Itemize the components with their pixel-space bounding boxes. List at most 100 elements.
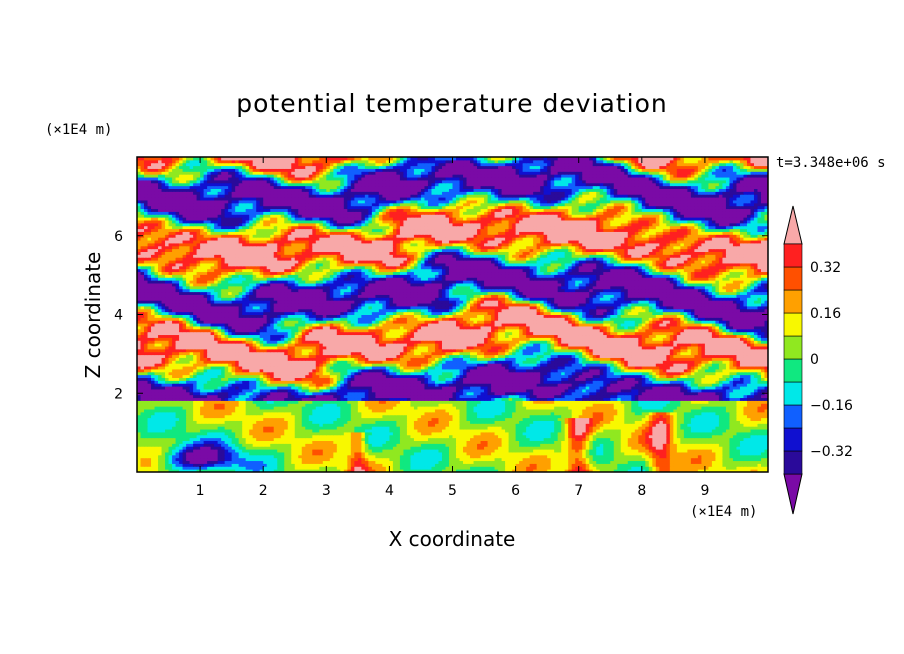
- contour-cell: [211, 403, 215, 406]
- contour-cell: [565, 412, 569, 415]
- contour-cell: [414, 458, 418, 461]
- contour-cell: [481, 398, 485, 401]
- contour-cell: [445, 418, 449, 421]
- contour-cell: [666, 409, 670, 412]
- contour-cell: [410, 415, 414, 418]
- contour-cell: [228, 418, 232, 421]
- contour-cell: [263, 398, 267, 401]
- contour-cell: [309, 452, 313, 455]
- contour-cell: [347, 418, 351, 421]
- contour-cell: [158, 446, 162, 449]
- contour-cell: [368, 446, 372, 449]
- contour-cell: [407, 466, 411, 469]
- contour-cell: [523, 406, 527, 409]
- contour-cell: [333, 426, 337, 429]
- contour-cell: [211, 423, 215, 426]
- contour-cell: [526, 446, 530, 449]
- contour-cell: [565, 463, 569, 466]
- contour-cell: [242, 420, 246, 423]
- contour-cell: [729, 415, 733, 418]
- contour-cell: [274, 435, 278, 438]
- contour-cell: [277, 435, 281, 438]
- contour-cell: [242, 392, 246, 395]
- contour-cell: [246, 458, 250, 461]
- contour-cell: [162, 420, 166, 423]
- contour-cell: [347, 455, 351, 458]
- contour-cell: [516, 420, 520, 423]
- contour-cell: [663, 406, 667, 409]
- contour-cell: [589, 400, 593, 403]
- contour-cell: [467, 446, 471, 449]
- contour-cell: [691, 420, 695, 423]
- contour-cell: [558, 403, 562, 406]
- contour-cell: [200, 446, 204, 449]
- contour-cell: [155, 403, 159, 406]
- contour-cell: [386, 400, 390, 403]
- contour-cell: [631, 438, 635, 441]
- contour-cell: [340, 429, 344, 432]
- contour-cell: [393, 449, 397, 452]
- contour-cell: [645, 398, 649, 401]
- contour-cell: [225, 432, 229, 435]
- contour-cell: [302, 412, 306, 415]
- contour-cell: [733, 418, 737, 421]
- contour-cell: [260, 418, 264, 421]
- contour-cell: [509, 466, 513, 469]
- contour-cell: [445, 443, 449, 446]
- contour-cell: [621, 438, 625, 441]
- contour-cell: [144, 435, 148, 438]
- contour-cell: [526, 449, 530, 452]
- contour-cell: [750, 463, 754, 466]
- contour-cell: [743, 409, 747, 412]
- contour-cell: [375, 463, 379, 466]
- contour-cell: [351, 400, 355, 403]
- contour-cell: [708, 426, 712, 429]
- contour-cell: [214, 438, 218, 441]
- contour-cell: [670, 406, 674, 409]
- contour-cell: [351, 432, 355, 435]
- contour-cell: [491, 455, 495, 458]
- contour-cell: [225, 395, 229, 398]
- contour-cell: [393, 446, 397, 449]
- contour-cell: [474, 446, 478, 449]
- contour-cell: [169, 398, 173, 401]
- contour-cell: [253, 423, 257, 426]
- contour-cell: [691, 403, 695, 406]
- contour-cell: [204, 392, 208, 395]
- contour-cell: [218, 426, 222, 429]
- contour-cell: [691, 426, 695, 429]
- contour-cell: [319, 446, 323, 449]
- contour-cell: [396, 406, 400, 409]
- contour-cell: [340, 420, 344, 423]
- contour-cell: [579, 458, 583, 461]
- contour-cell: [498, 398, 502, 401]
- contour-cell: [211, 446, 215, 449]
- contour-cell: [624, 461, 628, 464]
- contour-cell: [435, 420, 439, 423]
- contour-cell: [659, 466, 663, 469]
- contour-cell: [554, 423, 558, 426]
- contour-cell: [666, 466, 670, 469]
- contour-cell: [158, 400, 162, 403]
- contour-cell: [687, 438, 691, 441]
- contour-cell: [691, 432, 695, 435]
- contour-cell: [456, 455, 460, 458]
- contour-cell: [431, 458, 435, 461]
- contour-cell: [372, 418, 376, 421]
- contour-cell: [284, 423, 288, 426]
- contour-cell: [715, 429, 719, 432]
- contour-cell: [221, 429, 225, 432]
- contour-cell: [708, 432, 712, 435]
- contour-cell: [424, 463, 428, 466]
- contour-cell: [333, 400, 337, 403]
- contour-cell: [477, 429, 481, 432]
- contour-cell: [495, 441, 499, 444]
- contour-cell: [204, 423, 208, 426]
- contour-cell: [736, 438, 740, 441]
- contour-cell: [256, 449, 260, 452]
- contour-cell: [421, 455, 425, 458]
- contour-cell: [474, 423, 478, 426]
- contour-cell: [593, 406, 597, 409]
- contour-cell: [312, 432, 316, 435]
